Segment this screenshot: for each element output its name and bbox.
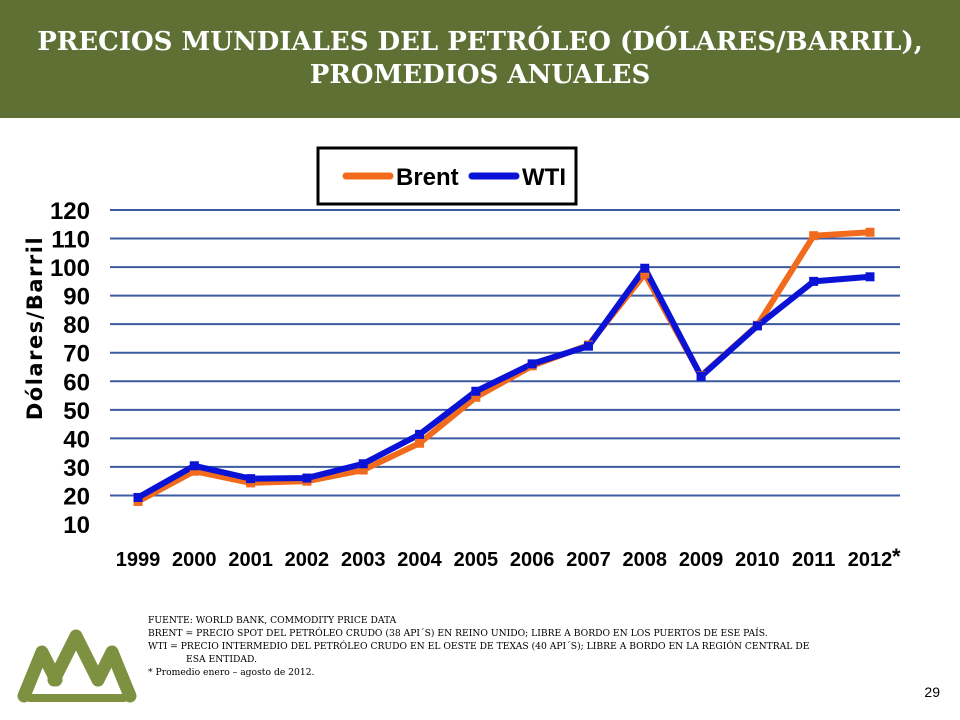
y-tick-label: 50 xyxy=(63,398,90,425)
y-tick-label: 70 xyxy=(63,341,90,368)
data-point-brent xyxy=(189,466,199,476)
average-note: * Promedio enero – agosto de 2012. xyxy=(148,667,315,678)
x-tick-label: 2004 xyxy=(397,549,442,571)
legend-label-brent: Brent xyxy=(396,164,459,191)
wti-note: WTI = PRECIO INTERMEDIO DEL PETRÓLEO CRU… xyxy=(148,641,810,652)
y-tick-label: 110 xyxy=(51,227,90,254)
data-point-wti xyxy=(696,371,706,381)
data-point-wti xyxy=(246,474,256,484)
chart-notes: FUENTE: WORLD BANK, COMMODITY PRICE DATA… xyxy=(148,614,908,679)
data-point-brent xyxy=(471,392,481,402)
x-tick-label: 2005 xyxy=(454,549,499,571)
data-point-wti xyxy=(865,272,875,282)
x-tick-label: 2011 xyxy=(792,549,835,571)
data-point-brent xyxy=(358,465,368,475)
plot-area xyxy=(110,210,900,524)
y-tick-label: 100 xyxy=(50,255,90,282)
data-point-wti xyxy=(133,492,143,502)
mountains-logo-icon xyxy=(17,629,137,703)
y-tick-label: 30 xyxy=(63,455,90,482)
y-tick-label: 90 xyxy=(63,284,90,311)
y-tick-label: 60 xyxy=(63,369,90,396)
y-axis-label: Dólares/Barril xyxy=(23,236,47,420)
data-point-brent xyxy=(865,227,875,237)
wti-note-cont: ESA ENTIDAD. xyxy=(186,654,258,665)
x-tick-note: * xyxy=(892,544,901,569)
y-tick-label: 120 xyxy=(50,198,90,225)
source-note: FUENTE: WORLD BANK, COMMODITY PRICE DATA xyxy=(148,615,397,626)
data-point-brent xyxy=(809,231,819,241)
data-point-wti xyxy=(302,473,312,483)
chart-legend: Brent WTI xyxy=(316,146,578,206)
x-tick-label: 2003 xyxy=(341,549,386,571)
y-tick-label: 40 xyxy=(63,426,90,453)
data-point-wti xyxy=(471,386,481,396)
data-point-wti xyxy=(415,429,425,439)
data-point-brent xyxy=(415,438,425,448)
title-banner: PRECIOS MUNDIALES DEL PETRÓLEO (DÓLARES/… xyxy=(0,0,960,118)
y-tick-label: 80 xyxy=(63,312,90,339)
data-point-wti xyxy=(583,341,593,351)
page-number: 29 xyxy=(924,684,940,700)
y-tick-label: 20 xyxy=(63,483,90,510)
x-tick-label: 2007 xyxy=(566,549,611,571)
x-tick-label: 2010 xyxy=(735,549,780,571)
data-point-wti xyxy=(527,359,537,369)
x-tick-label: 2006 xyxy=(510,549,555,571)
y-tick-label: 10 xyxy=(63,512,90,539)
x-tick-label: 2008 xyxy=(623,549,668,571)
page-title-line1: PRECIOS MUNDIALES DEL PETRÓLEO (DÓLARES/… xyxy=(37,26,923,57)
data-point-brent xyxy=(640,269,650,279)
series-line-wti xyxy=(136,265,871,501)
data-point-wti xyxy=(640,263,650,273)
x-tick-label: 1999 xyxy=(116,549,161,571)
x-tick-label: 2001 xyxy=(228,549,273,571)
brent-note: BRENT = PRECIO SPOT DEL PETRÓLEO CRUDO (… xyxy=(148,628,768,639)
data-point-wti xyxy=(752,321,762,331)
data-point-wti xyxy=(358,459,368,469)
x-tick-label: 2009 xyxy=(679,549,724,571)
data-point-wti xyxy=(189,461,199,471)
page-title-line2: PROMEDIOS ANUALES xyxy=(309,60,651,90)
x-tick-label: 2002 xyxy=(285,549,330,571)
legend-label-wti: WTI xyxy=(522,164,566,191)
data-point-wti xyxy=(809,276,819,286)
x-tick-label: 2000 xyxy=(172,549,217,571)
x-tick-label: 2012 xyxy=(848,549,893,571)
